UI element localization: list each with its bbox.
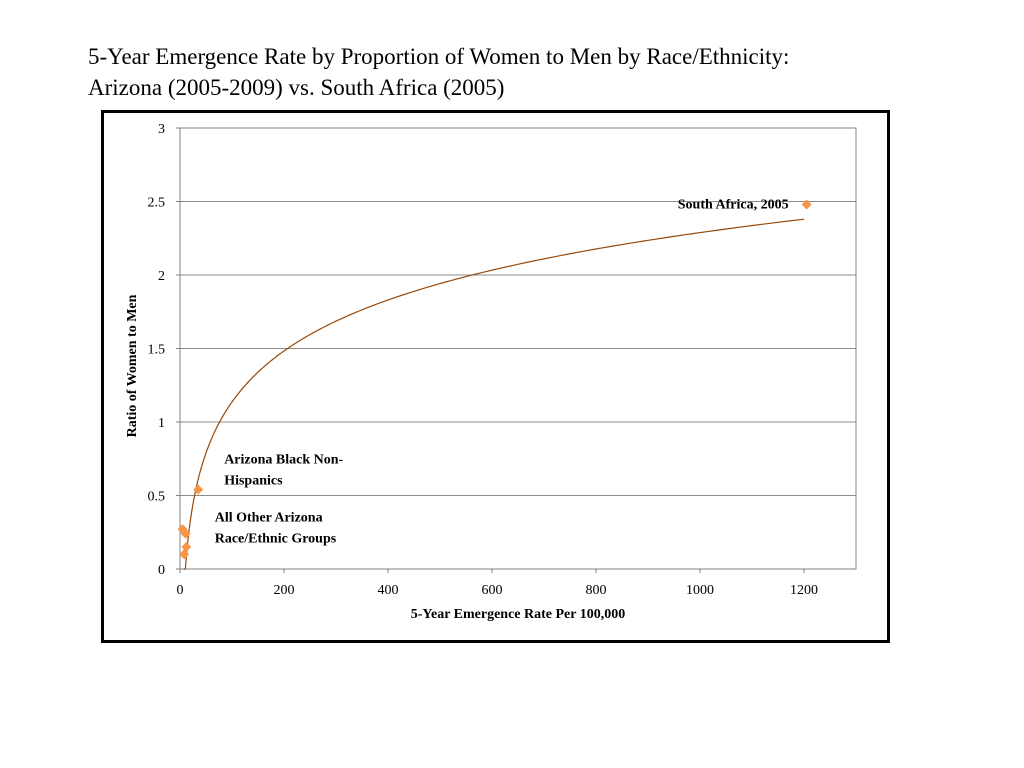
data-point <box>193 484 204 495</box>
chart-frame: 0 0.5 1 1.5 2 2.5 3 0 200 400 600 800 1000 1200 South… <box>101 110 890 643</box>
x-tick-label: 200 <box>274 583 295 598</box>
x-axis-title: 5-Year Emergence Rate Per 100,000 <box>411 607 625 622</box>
data-point <box>801 199 812 210</box>
annotation-label: South Africa, 2005 <box>678 197 789 212</box>
y-tick-label: 1 <box>158 416 165 431</box>
annotation-label: All Other Arizona <box>215 511 323 526</box>
x-tick-label: 1200 <box>790 583 818 598</box>
scatter-chart: 0 0.5 1 1.5 2 2.5 3 0 200 400 600 800 1000 1200 South… <box>125 122 857 622</box>
annotation-label: Hispanics <box>224 474 283 489</box>
data-point <box>179 549 190 560</box>
y-tick-label: 0.5 <box>148 490 166 505</box>
data-point <box>180 528 191 539</box>
page-title: 5-Year Emergence Rate by Proportion of W… <box>88 41 789 103</box>
data-point <box>181 541 192 552</box>
annotation-layer: South Africa, 2005 Arizona Black Non- Hisp… <box>215 197 789 546</box>
tick-layer: 0 0.5 1 1.5 2 2.5 3 0 200 400 600 800 1000 1200 <box>148 122 819 598</box>
y-tick-label: 3 <box>158 122 165 137</box>
data-point <box>177 524 188 535</box>
y-tick-label: 2.5 <box>148 196 166 211</box>
y-tick-label: 0 <box>158 563 165 578</box>
grid-layer <box>180 201 856 496</box>
x-tick-label: 0 <box>177 583 184 598</box>
x-tick-label: 1000 <box>686 583 714 598</box>
page-title-line-2: Arizona (2005-2009) vs. South Africa (20… <box>88 75 505 100</box>
y-tick-label: 1.5 <box>148 343 166 358</box>
y-tick-label: 2 <box>158 269 165 284</box>
y-axis-title: Ratio of Women to Men <box>125 294 140 437</box>
x-tick-label: 600 <box>482 583 503 598</box>
annotation-label: Race/Ethnic Groups <box>215 532 337 547</box>
x-tick-label: 800 <box>586 583 607 598</box>
annotation-label: Arizona Black Non- <box>224 453 343 468</box>
data-point-layer <box>177 199 812 560</box>
page-title-line-1: 5-Year Emergence Rate by Proportion of W… <box>88 44 790 69</box>
x-tick-label: 400 <box>378 583 399 598</box>
